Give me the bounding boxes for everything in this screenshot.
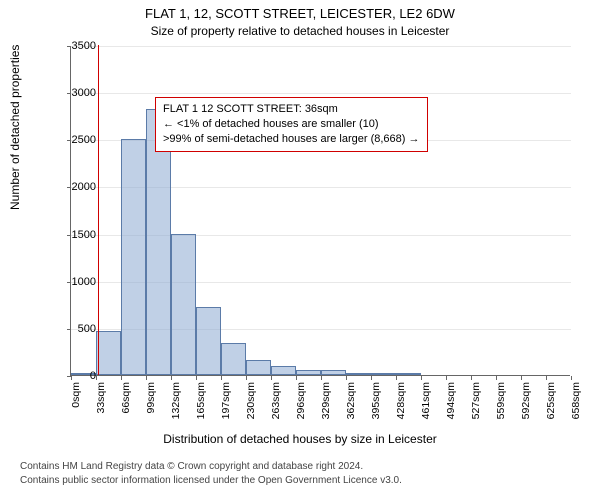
x-tick-label: 165sqm [195, 382, 207, 422]
x-tick-mark [496, 376, 497, 380]
x-tick-label: 494sqm [445, 382, 457, 422]
x-tick-label: 658sqm [570, 382, 582, 422]
y-tick-label: 2000 [56, 181, 96, 193]
histogram-bar [396, 373, 421, 375]
chart-title: FLAT 1, 12, SCOTT STREET, LEICESTER, LE2… [0, 6, 600, 21]
x-tick-label: 592sqm [520, 382, 532, 422]
x-tick-label: 132sqm [170, 382, 182, 422]
y-tick-label: 0 [56, 370, 96, 382]
histogram-bar [321, 370, 346, 375]
x-tick-label: 559sqm [495, 382, 507, 422]
x-tick-label: 395sqm [370, 382, 382, 422]
x-tick-mark [371, 376, 372, 380]
x-tick-label: 625sqm [545, 382, 557, 422]
x-tick-label: 461sqm [420, 382, 432, 422]
info-line-1: FLAT 1 12 SCOTT STREET: 36sqm [163, 102, 420, 117]
x-tick-mark [246, 376, 247, 380]
x-tick-mark [471, 376, 472, 380]
x-tick-mark [546, 376, 547, 380]
x-tick-mark [346, 376, 347, 380]
x-tick-mark [446, 376, 447, 380]
x-tick-label: 527sqm [470, 382, 482, 422]
x-tick-mark [571, 376, 572, 380]
histogram-bar [121, 139, 146, 375]
x-tick-mark [296, 376, 297, 380]
plot-area: FLAT 1 12 SCOTT STREET: 36sqm ← <1% of d… [70, 46, 570, 376]
x-tick-label: 66sqm [120, 382, 132, 422]
x-tick-mark [96, 376, 97, 380]
footnote-2: Contains public sector information licen… [20, 475, 402, 486]
histogram-bar [246, 360, 271, 375]
histogram-bar [296, 370, 321, 375]
histogram-bar [371, 373, 396, 375]
x-tick-label: 329sqm [320, 382, 332, 422]
histogram-bar [271, 366, 296, 375]
histogram-bar [221, 343, 246, 375]
x-tick-mark [271, 376, 272, 380]
histogram-bar [346, 373, 371, 375]
y-axis-label: Number of detached properties [8, 45, 22, 210]
info-line-2: ← <1% of detached houses are smaller (10… [163, 117, 420, 132]
info-line-3: >99% of semi-detached houses are larger … [163, 132, 420, 147]
x-tick-mark [421, 376, 422, 380]
x-tick-mark [196, 376, 197, 380]
y-tick-label: 3000 [56, 87, 96, 99]
x-tick-label: 362sqm [345, 382, 357, 422]
y-tick-label: 500 [56, 323, 96, 335]
info-box: FLAT 1 12 SCOTT STREET: 36sqm ← <1% of d… [155, 97, 428, 152]
histogram-bar [96, 331, 121, 375]
y-tick-label: 3500 [56, 40, 96, 52]
x-tick-label: 428sqm [395, 382, 407, 422]
x-tick-label: 99sqm [145, 382, 157, 422]
x-tick-label: 197sqm [220, 382, 232, 422]
y-tick-label: 1500 [56, 229, 96, 241]
y-tick-label: 2500 [56, 134, 96, 146]
x-tick-mark [321, 376, 322, 380]
x-tick-label: 0sqm [70, 382, 82, 422]
x-tick-mark [121, 376, 122, 380]
x-tick-label: 33sqm [95, 382, 107, 422]
x-tick-label: 263sqm [270, 382, 282, 422]
histogram-bar [196, 307, 221, 375]
x-tick-label: 230sqm [245, 382, 257, 422]
x-tick-label: 296sqm [295, 382, 307, 422]
x-tick-mark [146, 376, 147, 380]
subject-marker-line [98, 45, 99, 375]
chart-subtitle: Size of property relative to detached ho… [0, 24, 600, 38]
x-tick-mark [171, 376, 172, 380]
x-tick-mark [221, 376, 222, 380]
gridline [71, 93, 571, 94]
x-tick-mark [521, 376, 522, 380]
chart-container: FLAT 1, 12, SCOTT STREET, LEICESTER, LE2… [0, 0, 600, 500]
y-tick-label: 1000 [56, 276, 96, 288]
footnote-1: Contains HM Land Registry data © Crown c… [20, 461, 363, 472]
gridline [71, 46, 571, 47]
x-axis-label: Distribution of detached houses by size … [0, 432, 600, 446]
x-tick-mark [396, 376, 397, 380]
histogram-bar [171, 234, 196, 375]
